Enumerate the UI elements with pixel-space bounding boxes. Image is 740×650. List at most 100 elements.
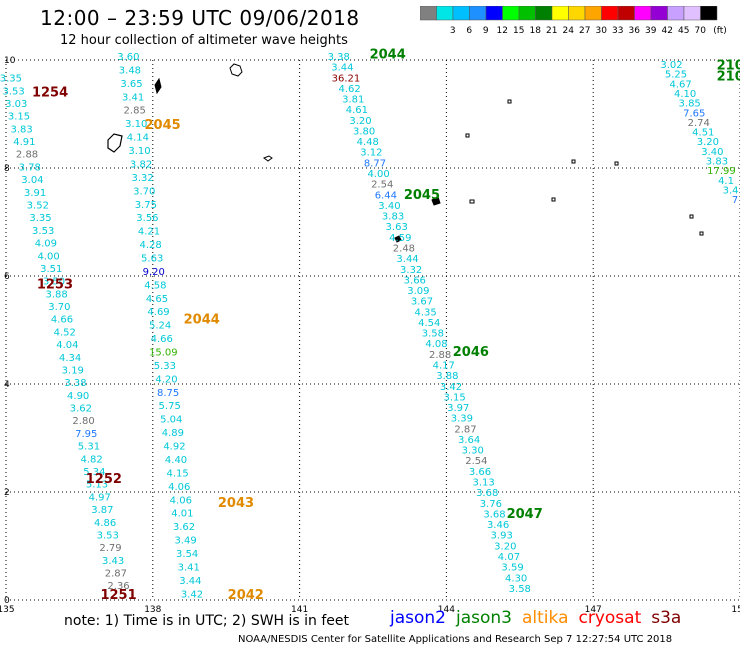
colorbar-label: 42 [662, 26, 673, 34]
lon-tick-label: 141 [291, 605, 308, 615]
swh-value: 3.49 [174, 536, 196, 547]
swh-value: 4.01 [171, 509, 193, 520]
track-a: 3.353.533.033.153.834.912.883.783.043.91… [0, 74, 137, 603]
swh-value: 3.62 [173, 522, 195, 533]
swh-value: 4.04 [56, 340, 78, 351]
swh-value: 4.65 [146, 294, 168, 305]
swh-value: 4.20 [155, 374, 177, 385]
swh-value: 2.88 [429, 350, 451, 361]
lon-tick-label: 150 [731, 605, 740, 615]
swh-value: 4.00 [37, 251, 59, 262]
swh-value: 3.97 [447, 403, 469, 414]
swh-value: 8.77 [364, 158, 386, 169]
swh-value: 4.51 [692, 128, 714, 139]
swh-value: 4.21 [138, 227, 160, 238]
island [507, 99, 512, 104]
colorbar-label: 9 [483, 26, 489, 34]
swh-value: 5.34 [83, 467, 105, 478]
swh-value: 4.52 [54, 327, 76, 338]
swh-value: 3.20 [697, 137, 719, 148]
pass-time-label: 1251 [100, 588, 136, 603]
track-d: 3.025.254.674.103.857.652.744.513.203.40… [660, 59, 740, 206]
swh-value: 4.69 [147, 307, 169, 318]
colorbar-label: 30 [596, 26, 608, 34]
swh-value: 3.39 [451, 414, 473, 425]
pass-time-label: 210 [717, 70, 740, 85]
swh-value: 3.53 [32, 226, 54, 237]
legend-jason3: jason3 [456, 608, 512, 628]
swh-value: 15.09 [149, 348, 178, 359]
swh-value: 3.19 [62, 365, 84, 376]
colorbar-label: 39 [645, 26, 657, 34]
swh-value: 3.56 [136, 213, 158, 224]
lat-tick-label: 0 [4, 596, 10, 606]
swh-value: 3.66 [404, 275, 426, 286]
map-subtitle: 12 hour collection of altimeter wave hei… [60, 33, 348, 48]
pass-time-label: 2043 [218, 496, 254, 511]
wave-height-colorbar: 3 6 9 12 15 18 21 24 27 30 33 36 39 42 45 70 (ft) [420, 6, 727, 34]
swh-value: 4.62 [338, 84, 360, 95]
swh-value: 4.09 [35, 239, 57, 250]
swh-value: 5.75 [159, 401, 181, 412]
legend-jason2: jason2 [390, 608, 446, 628]
footer-note: note: 1) Time is in UTC; 2) SWH is in fe… [64, 613, 350, 629]
swh-value: 4.92 [163, 442, 185, 453]
swh-value: 3.43 [102, 556, 124, 567]
island [394, 235, 402, 243]
swh-value: 4.17 [433, 361, 455, 372]
swh-value: 4.90 [67, 391, 89, 402]
swh-value: 4.06 [168, 482, 190, 493]
swh-value: 3.87 [91, 505, 113, 516]
swh-value: 4.67 [669, 79, 691, 90]
swh-value: 4.54 [418, 318, 440, 329]
swh-value: 3.63 [386, 222, 408, 233]
swh-value: 2.74 [688, 118, 710, 129]
swh-value: 3.44 [396, 254, 418, 265]
pass-time-label: 2045 [404, 188, 440, 203]
swh-value: 3.41 [178, 562, 200, 573]
swh-value: 3.42 [181, 589, 203, 600]
swh-value: 4.59 [389, 233, 411, 244]
swh-value: 5.13 [86, 480, 108, 491]
swh-value: 4.34 [59, 353, 81, 364]
swh-value: 3.46 [487, 520, 509, 531]
swh-value: 3.20 [349, 116, 371, 127]
swh-value: 5.04 [160, 415, 182, 426]
island [551, 197, 556, 202]
swh-value: 3.44 [331, 63, 353, 74]
swh-value: 4.06 [170, 495, 192, 506]
colorbar-label: 3 [450, 26, 456, 34]
lon-tick-label: 135 [0, 605, 15, 615]
swh-value: 3.02 [660, 60, 682, 71]
swh-value: 3.83 [706, 157, 728, 168]
swh-value: 3.58 [422, 329, 444, 340]
pass-time-label: 2044 [184, 313, 220, 328]
colorbar-unit: (ft) [713, 26, 727, 34]
swh-value: 3.58 [509, 584, 531, 595]
track-b: 3.60 3.48 3.65 3.41 2.85 3.10 4.14 3.10 3.82 3.32… [117, 52, 264, 603]
swh-value: 3.65 [120, 79, 142, 90]
swh-value: 3.50 [43, 277, 65, 288]
pass-time-label: 2045 [144, 118, 180, 133]
swh-value: 3.12 [360, 148, 382, 159]
map-title: 12:00 – 23:59 UTC 09/06/2018 [40, 6, 360, 30]
pass-time-label: 1254 [32, 86, 68, 101]
swh-value: 3.03 [5, 99, 27, 110]
legend-s3a: s3a [651, 608, 682, 628]
swh-value: 2.48 [393, 243, 415, 254]
swh-value: 2.54 [371, 180, 393, 191]
swh-value: 3.62 [70, 404, 92, 415]
swh-value: 3.38 [328, 52, 350, 63]
pass-time-label: 1252 [86, 472, 122, 487]
swh-value: 3.75 [135, 200, 157, 211]
pass-time-label: 1253 [37, 277, 73, 292]
swh-value: 4.89 [162, 428, 184, 439]
swh-value: 3.52 [27, 201, 49, 212]
swh-value: 3.09 [407, 286, 429, 297]
swh-value: 3.10 [125, 119, 147, 130]
colorbar-label: 36 [629, 26, 641, 34]
swh-value: 2.79 [99, 543, 121, 554]
credit-line: NOAA/NESDIS Center for Satellite Applica… [238, 634, 673, 645]
swh-value: 3.78 [19, 162, 41, 173]
swh-value: 4.00 [367, 169, 389, 180]
